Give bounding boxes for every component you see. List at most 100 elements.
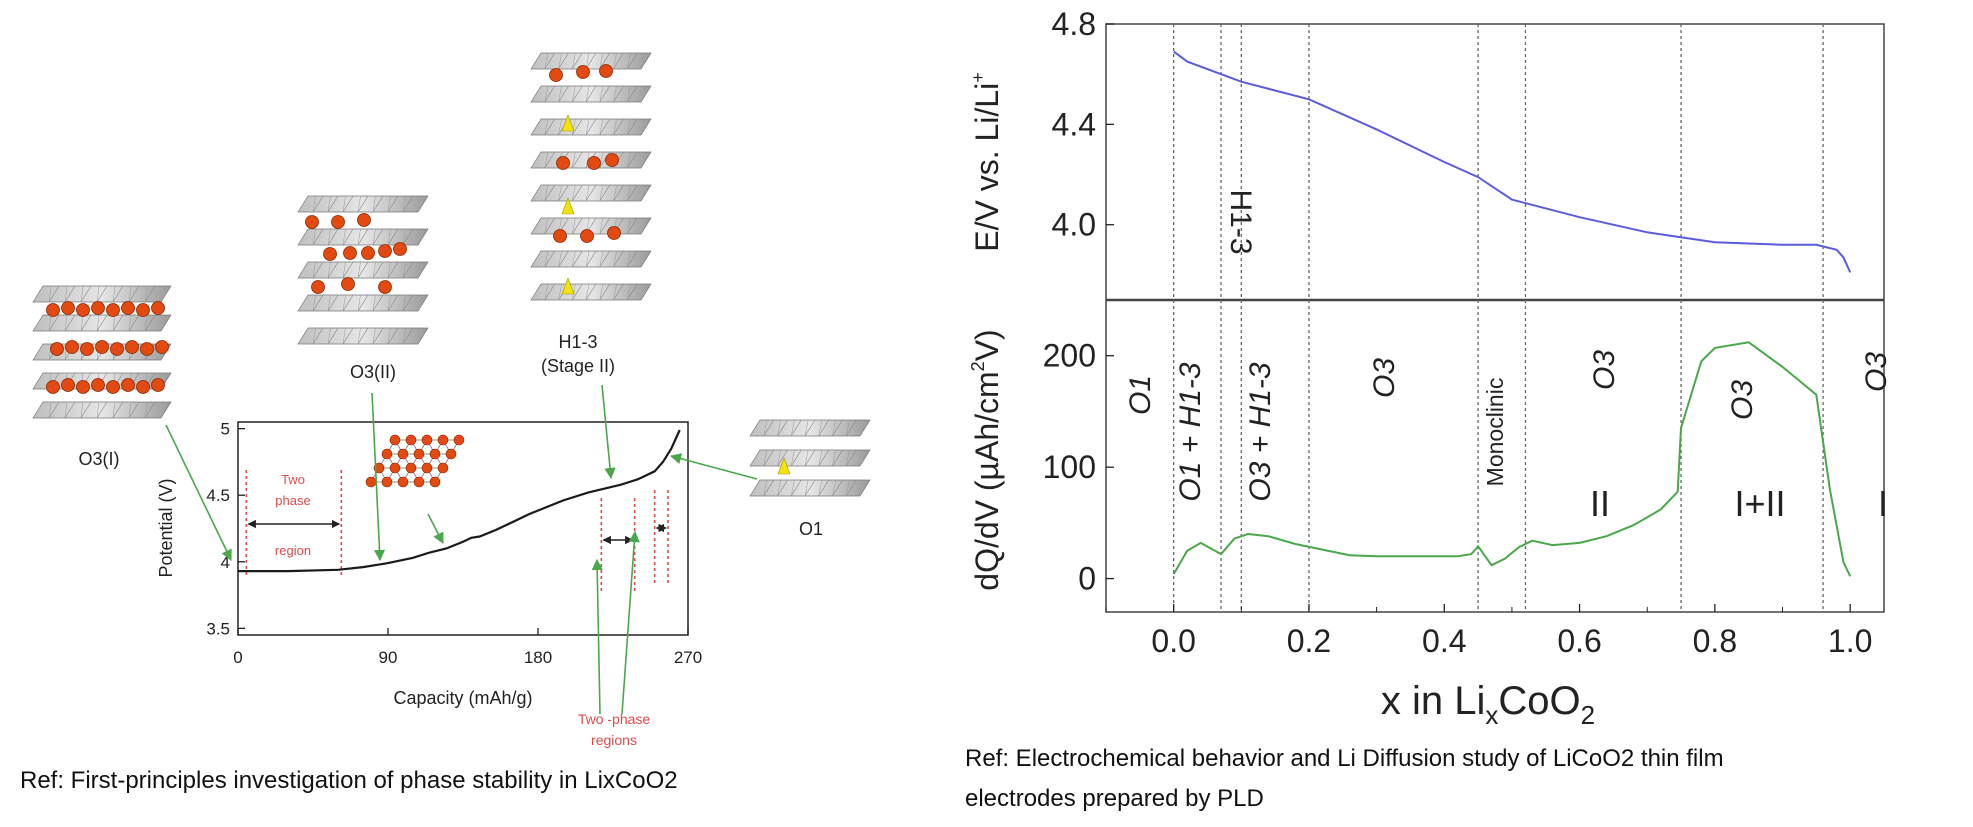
slab-edge — [327, 228, 339, 246]
slab-edge — [48, 401, 52, 419]
slab-edge — [387, 294, 399, 312]
slab-edge — [571, 151, 583, 169]
slab-edge — [80, 285, 92, 303]
o1-label: O1 — [799, 519, 823, 539]
slab-edge — [342, 294, 346, 312]
slab-edge — [327, 228, 331, 246]
slab-edge — [387, 261, 399, 279]
slab-edge — [763, 479, 768, 497]
slab-edge — [832, 419, 836, 437]
slab-edge — [763, 449, 775, 467]
slab-edge — [846, 479, 850, 497]
slab-edge — [402, 327, 406, 345]
lattice-site — [453, 434, 465, 446]
slab-edge — [572, 250, 576, 268]
tetrahedral-site — [561, 114, 575, 132]
lattice-site — [421, 434, 433, 446]
lithium-atom — [91, 378, 105, 392]
slab-edge — [402, 228, 406, 246]
slab-edge — [357, 294, 369, 312]
slab-edge — [342, 228, 354, 246]
slab-edge — [312, 327, 316, 345]
slab-edge — [818, 419, 823, 437]
slab-edge — [572, 52, 576, 70]
slab-edge — [585, 250, 590, 268]
slab-edge — [96, 314, 100, 332]
slab-edge — [544, 118, 549, 136]
slab-edge — [128, 314, 140, 332]
slab-edge — [64, 285, 76, 303]
slab-edge — [832, 479, 836, 497]
voltage-xtick-label: 270 — [674, 648, 702, 667]
right-reference-line-2: electrodes prepared by PLD — [965, 785, 1264, 812]
phase-label-o3-c: O3 — [1726, 380, 1759, 420]
inset-lattice — [365, 434, 465, 488]
lithium-atom — [106, 380, 120, 394]
slab-edge — [599, 184, 604, 202]
slab-edge — [599, 118, 604, 136]
dqdv-curve — [1172, 341, 1852, 577]
right-xtick-label: 0.6 — [1557, 623, 1601, 659]
lattice-site — [429, 476, 441, 488]
potential-ylabel-main: E/V vs. Li/Li — [969, 83, 1005, 252]
lattice-site — [397, 476, 409, 488]
voltage-xtick-label: 0 — [233, 648, 242, 667]
slab-edge — [626, 184, 638, 202]
lithium-atom — [305, 215, 319, 229]
lithium-atom — [599, 64, 613, 78]
phase-label-i: I — [1878, 483, 1888, 524]
slab-edge — [804, 479, 809, 497]
slab-edge — [613, 184, 624, 202]
lithium-atom — [65, 340, 79, 354]
slab-edge — [312, 261, 324, 279]
slab-edge — [64, 314, 68, 332]
slab-edge — [312, 228, 316, 246]
slab-edge — [312, 195, 316, 213]
slab-edge — [342, 261, 346, 279]
slab-edge — [613, 85, 624, 103]
slab-edge — [372, 228, 376, 246]
lattice-site — [405, 434, 417, 446]
slab-edge — [96, 285, 108, 303]
slab-edge — [845, 479, 857, 497]
slab-edge — [544, 52, 556, 70]
slab-edge — [357, 228, 369, 246]
slab-edge — [763, 419, 775, 437]
dqdv-ylabel-sup: 2 — [968, 361, 988, 371]
slab-edge — [544, 52, 549, 70]
slab-edge — [763, 479, 775, 497]
slab-edge — [372, 294, 384, 312]
slab-edge — [832, 449, 843, 467]
slab-edge — [804, 419, 809, 437]
slab-edge — [572, 283, 576, 301]
slab-edge — [558, 118, 562, 136]
slab-edge — [357, 195, 369, 213]
slab-edge — [544, 85, 556, 103]
slab-edge — [846, 419, 850, 437]
slab-edge — [327, 195, 331, 213]
lithium-atom — [343, 246, 357, 260]
dqdv-ytick-label: 0 — [1078, 561, 1096, 597]
lithium-atom — [151, 378, 165, 392]
slab-edge — [112, 285, 116, 303]
left-reference: Ref: First-principles investigation of p… — [20, 767, 678, 794]
slab-edge — [791, 479, 795, 497]
slab-edge — [96, 285, 100, 303]
potential-ylabel: E/V vs. Li/Li+ — [968, 72, 1005, 251]
voltage-ytick-label: 3.5 — [206, 619, 230, 638]
slab-edge — [372, 195, 376, 213]
slab-edge — [571, 250, 583, 268]
slab-edge — [558, 85, 562, 103]
two-phase-markers — [245, 470, 669, 592]
o3-ii-label: O3(II) — [350, 362, 396, 382]
slab-edge — [80, 401, 84, 419]
slab-edge — [613, 184, 617, 202]
slab-edge — [626, 217, 638, 235]
slab-edge — [327, 261, 339, 279]
lithium-atom — [576, 65, 590, 79]
lattice-site — [421, 462, 433, 474]
tetrahedral-site — [777, 457, 791, 475]
slab-edge — [402, 294, 414, 312]
slab-edge — [372, 327, 384, 345]
slab-edge — [790, 419, 802, 437]
